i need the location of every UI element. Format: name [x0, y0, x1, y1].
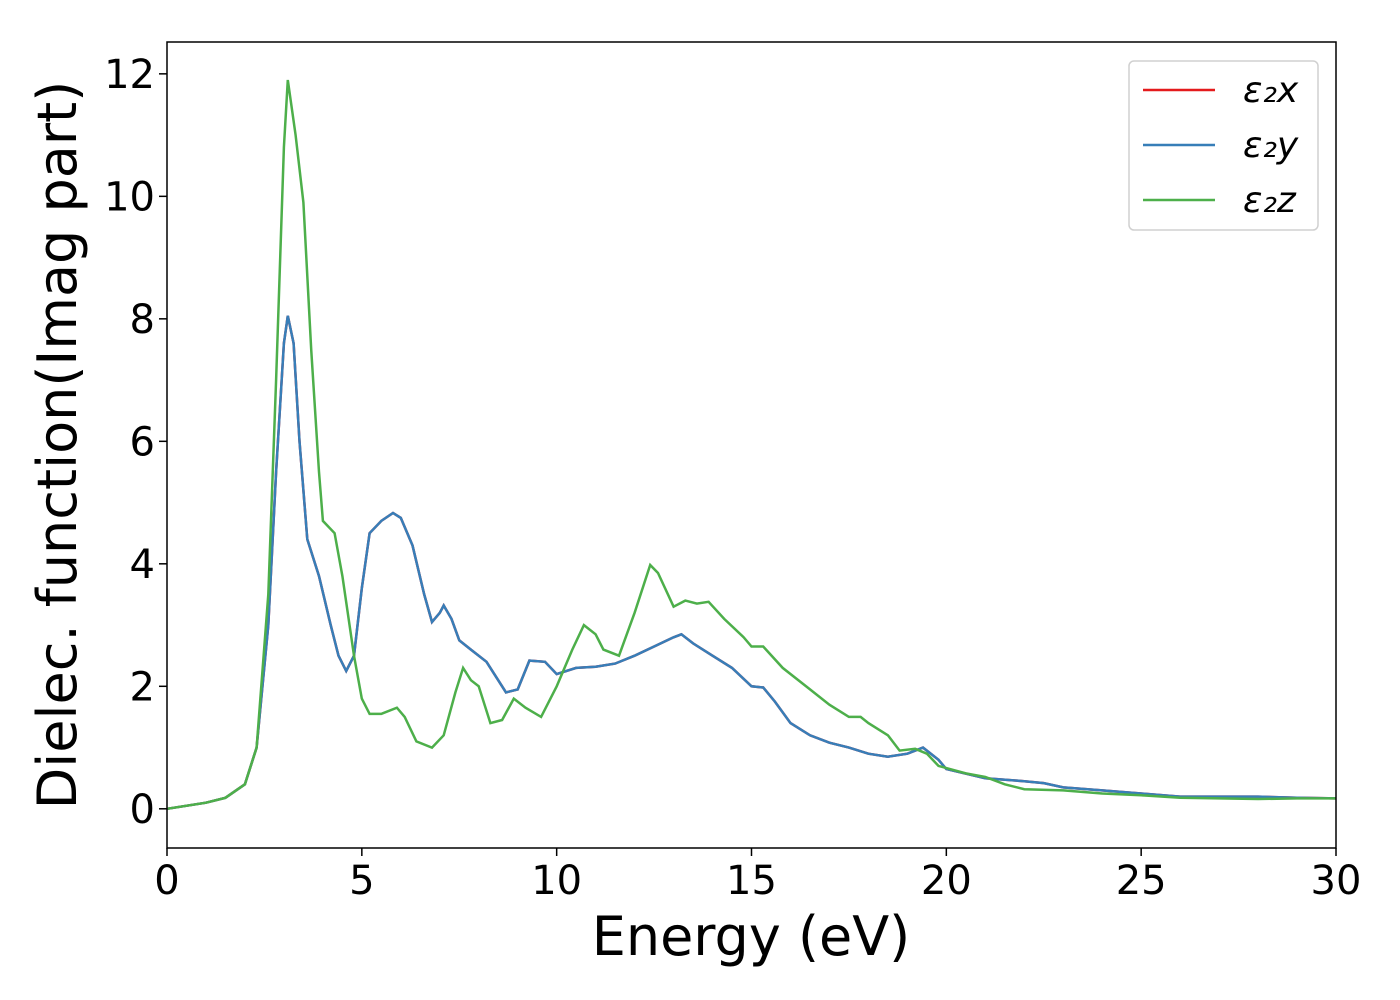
y-tick-label: 4: [130, 542, 155, 588]
y-tick-label: 8: [130, 297, 155, 343]
x-tick-label: 20: [921, 858, 972, 904]
x-tick-label: 0: [154, 858, 179, 904]
line: [166, 79, 1336, 811]
x-axis-label: Energy (eV): [592, 905, 911, 968]
x-tick-label: 15: [726, 858, 777, 904]
legend-label: ε₂x: [1243, 70, 1299, 111]
x-tick-label: 10: [531, 858, 582, 904]
line: [166, 315, 1337, 811]
legend-label: ε₂z: [1243, 180, 1297, 221]
legend-label: ε₂y: [1243, 125, 1299, 166]
plot-frame: [166, 41, 1337, 849]
y-tick-label: 0: [130, 787, 155, 833]
y-tick-label: 6: [130, 419, 155, 465]
y-tick-label: 12: [104, 52, 155, 98]
y-tick-label: 10: [104, 174, 155, 220]
x-tick-label: 30: [1311, 858, 1362, 904]
x-tick-label: 5: [349, 858, 374, 904]
line: [166, 315, 1337, 811]
x-tick-label: 25: [1116, 858, 1167, 904]
legend-box: [1128, 60, 1319, 231]
y-tick-label: 2: [130, 664, 155, 710]
y-axis-label: Dielec. function(Imag part): [26, 81, 89, 810]
